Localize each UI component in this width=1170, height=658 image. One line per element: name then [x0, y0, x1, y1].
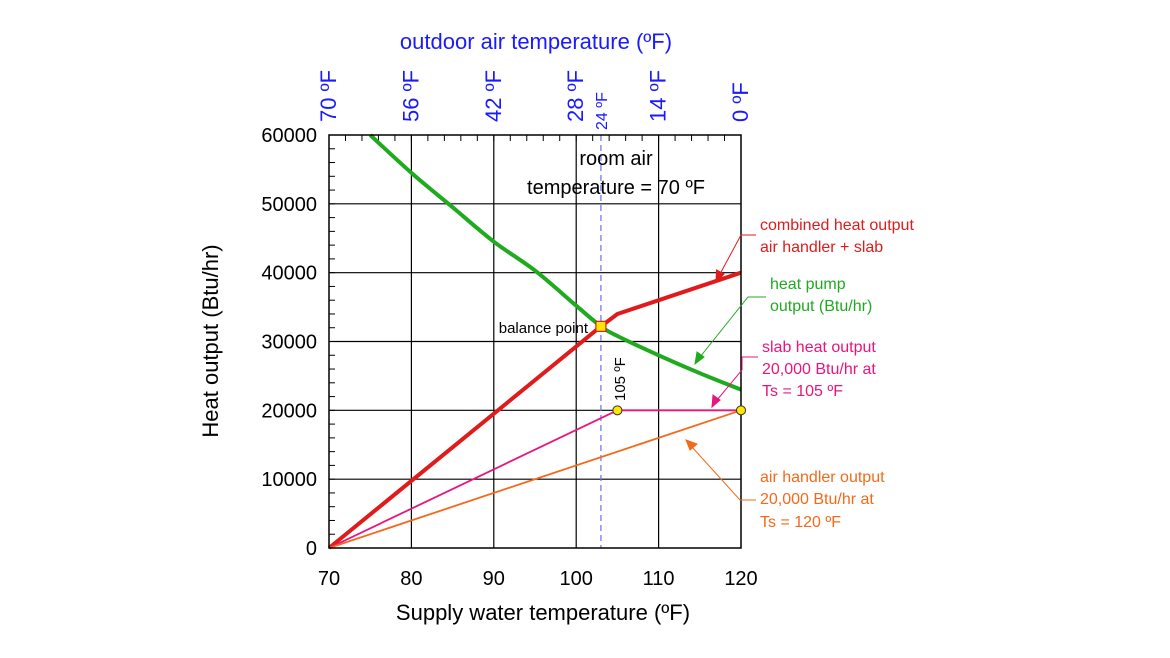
- y-tick-label: 40000: [261, 263, 317, 285]
- top-tick-label: 28 ºF: [563, 70, 588, 122]
- air-handler-label-line1: air handler output: [760, 469, 885, 486]
- combined-leader: [715, 234, 756, 284]
- y-tick-label: 0: [306, 538, 317, 560]
- combined-series: [327, 270, 742, 550]
- top-marker-label: 24 ºF: [594, 92, 611, 130]
- top-tick-label: 56 ºF: [398, 70, 423, 122]
- slab-arrowhead: [711, 394, 721, 409]
- slab-label-line1: slab heat output: [762, 339, 876, 356]
- heat-pump-label-line1: heat pump: [770, 276, 846, 293]
- heat-pump-series: [368, 133, 742, 392]
- grid-lines: [329, 135, 741, 548]
- slab-label-line3: Ts = 105 ºF: [762, 383, 843, 400]
- combined-label-line1: combined heat output: [760, 217, 914, 234]
- top-axis-title: outdoor air temperature (ºF): [400, 29, 672, 54]
- balance-point-label: balance point: [499, 320, 589, 337]
- top-tick-label: 42 ºF: [481, 70, 506, 122]
- y-tick-label: 50000: [261, 194, 317, 216]
- room-air-label-line2: temperature = 70 ºF: [527, 177, 705, 199]
- x-tick-label: 80: [400, 568, 422, 590]
- points-layer: [595, 320, 746, 416]
- room-air-label-line1: room air: [579, 148, 653, 170]
- slab-leader: [711, 356, 758, 409]
- air-handler-label-line2: 20,000 Btu/hr at: [760, 491, 874, 508]
- y-tick-label: 60000: [261, 125, 317, 147]
- x-tick-label: 90: [483, 568, 505, 590]
- x-tick-label: 100: [560, 568, 593, 590]
- tick-labels: 70 80 90 100 110 120 70 ºF 56 ºF 42 ºF 28 ºF 14 ºF…: [261, 70, 757, 590]
- heat-pump-leader: [694, 296, 766, 366]
- air-handler_point-marker: [736, 405, 746, 416]
- x-tick-label: 110: [643, 568, 675, 590]
- y-tick-label: 10000: [261, 469, 317, 491]
- top-tick-label: 70 ºF: [316, 70, 341, 122]
- air-handler-leader: [685, 439, 756, 501]
- combined-arrowhead: [715, 269, 725, 284]
- heat-pump-label-line2: output (Btu/hr): [770, 298, 872, 315]
- y-tick-label: 30000: [261, 332, 317, 354]
- x-tick-label: 70: [318, 568, 340, 590]
- heat-pump-arrowhead: [694, 351, 705, 366]
- balance-point-marker: [595, 320, 607, 332]
- y-tick-label: 20000: [261, 400, 317, 422]
- slab-label-line2: 20,000 Btu/hr at: [762, 361, 876, 378]
- air-handler-label-line3: Ts = 120 ºF: [760, 514, 841, 531]
- air-handler-series: [328, 409, 742, 549]
- air-handler-arrowhead: [685, 439, 698, 451]
- y-axis-title: Heat output (Btu/hr): [198, 244, 223, 437]
- combined-label-line2: air handler + slab: [760, 239, 883, 256]
- slab-temperature-label: 105 ºF: [612, 357, 629, 401]
- plot-frame: [328, 134, 742, 549]
- series-layer: [327, 133, 742, 550]
- top-tick-label: 14 ºF: [646, 70, 671, 122]
- top-tick-label: 0 ºF: [728, 82, 753, 122]
- x-axis-title: Supply water temperature (ºF): [396, 600, 690, 625]
- slab-point-marker: [612, 405, 623, 416]
- x-tick-label: 120: [724, 568, 757, 590]
